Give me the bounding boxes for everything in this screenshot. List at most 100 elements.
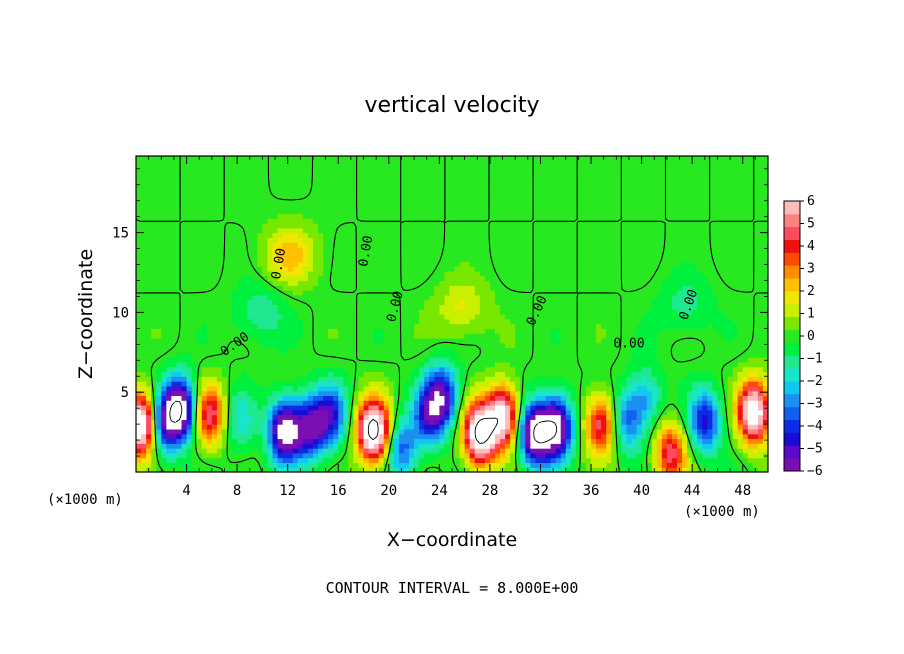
field-cell: [479, 290, 486, 296]
field-cell: [717, 438, 724, 444]
field-cell: [373, 443, 380, 449]
field-cell: [444, 385, 451, 392]
field-cell: [525, 438, 531, 444]
field-cell: [409, 400, 415, 406]
field-cell: [474, 419, 481, 425]
field-cell: [176, 448, 183, 454]
field-cell: [176, 357, 183, 363]
field-cell: [196, 347, 203, 353]
field-cell: [439, 448, 446, 454]
field-cell: [237, 337, 243, 344]
field-cell: [676, 462, 683, 468]
field-cell: [267, 333, 274, 339]
field-cell: [227, 304, 233, 310]
field-cell: [181, 299, 188, 306]
field-cell: [312, 361, 319, 368]
field-cell: [687, 318, 693, 325]
field-cell: [393, 371, 400, 377]
field-cell: [464, 299, 471, 306]
field-cell: [560, 376, 567, 382]
field-cell: [520, 299, 526, 306]
field-cell: [383, 285, 390, 291]
field-cell: [747, 376, 754, 382]
field-cell: [247, 323, 253, 329]
field-cell: [560, 294, 567, 301]
field-cell: [656, 366, 663, 373]
field-cell: [146, 452, 152, 459]
field-cell: [312, 404, 319, 411]
field-cell: [697, 381, 703, 387]
field-cell: [646, 467, 653, 472]
field-cell: [414, 443, 420, 449]
field-cell: [606, 342, 612, 349]
field-cell: [489, 385, 496, 392]
field-cell: [727, 443, 734, 449]
field-cell: [439, 433, 446, 440]
field-cell: [727, 404, 734, 411]
field-cell: [601, 299, 607, 306]
field-cell: [737, 467, 744, 472]
field-cell: [752, 428, 759, 435]
field-cell: [454, 352, 461, 358]
field-cell: [247, 294, 253, 301]
field-cell: [494, 400, 501, 406]
field-cell: [323, 357, 329, 363]
field-cell: [520, 352, 526, 358]
field-cell: [454, 304, 461, 310]
field-cell: [398, 309, 405, 315]
field-cell: [545, 467, 552, 472]
field-cell: [434, 357, 440, 363]
field-cell: [449, 294, 456, 301]
field-cell: [570, 371, 577, 377]
field-cell: [141, 438, 147, 444]
field-cell: [762, 376, 768, 382]
field-cell: [666, 462, 673, 468]
field-cell: [388, 371, 395, 377]
field-cell: [262, 333, 269, 339]
field-cell: [530, 352, 537, 358]
field-cell: [171, 452, 178, 459]
field-cell: [449, 347, 456, 353]
field-cell: [591, 438, 597, 444]
field-cell: [419, 342, 425, 349]
field-cell: [232, 457, 238, 464]
field-cell: [454, 443, 461, 449]
field-cell: [494, 352, 501, 358]
field-cell: [323, 366, 329, 373]
field-cell: [762, 424, 768, 430]
field-cell: [692, 414, 698, 420]
field-cell: [247, 409, 253, 416]
field-cell: [171, 385, 178, 392]
field-cell: [565, 366, 572, 373]
field-cell: [596, 404, 602, 411]
field-cell: [151, 443, 157, 449]
field-cell: [631, 299, 638, 306]
field-cell: [297, 318, 304, 325]
field-cell: [626, 318, 633, 325]
field-cell: [601, 309, 607, 315]
field-cell: [368, 381, 375, 387]
field-cell: [323, 328, 329, 334]
field-cell: [196, 400, 203, 406]
field-cell: [717, 342, 724, 349]
field-cell: [393, 467, 400, 472]
field-cell: [242, 443, 248, 449]
field-cell: [459, 462, 466, 468]
field-cell: [348, 323, 355, 329]
field-cell: [424, 428, 430, 435]
field-cell: [752, 361, 759, 368]
field-cell: [697, 414, 703, 420]
field-cell: [171, 428, 178, 435]
field-cell: [464, 304, 471, 310]
field-cell: [489, 419, 496, 425]
field-cell: [333, 294, 339, 301]
field-cell: [515, 371, 521, 377]
field-cell: [206, 280, 213, 286]
field-cell: [429, 424, 435, 430]
field-cell: [141, 452, 147, 459]
field-cell: [196, 371, 203, 377]
field-cell: [707, 361, 713, 368]
field-cell: [282, 404, 289, 411]
field-cell: [287, 467, 294, 472]
field-cell: [141, 280, 147, 286]
